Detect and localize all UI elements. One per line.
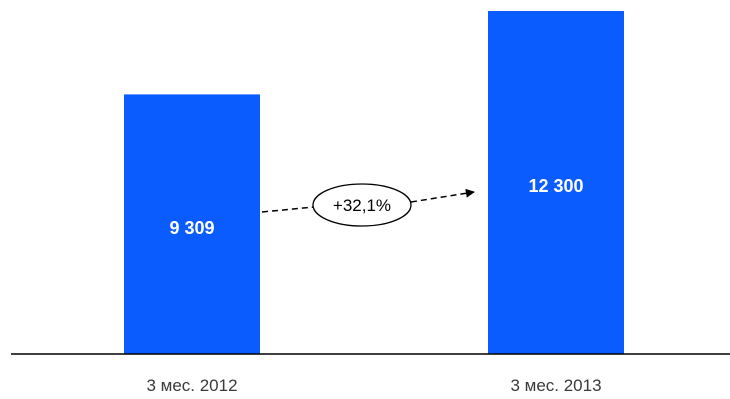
x-tick-label-3-mes-2013: 3 мес. 2013 — [510, 376, 601, 395]
bar-3-mes-2012 — [124, 94, 260, 354]
growth-arrow-right-segment — [410, 188, 475, 203]
bar-value-label-3-mes-2013: 12 300 — [528, 176, 583, 196]
growth-arrow-left-segment — [261, 206, 315, 213]
bar-value-label-3-mes-2012: 9 309 — [169, 218, 214, 238]
growth-percentage-label: +32,1% — [333, 196, 391, 215]
growth-annotation: +32,1% — [261, 183, 475, 227]
bar-3-mes-2013 — [488, 11, 624, 354]
x-tick-label-3-mes-2012: 3 мес. 2012 — [146, 376, 237, 395]
growth-ellipse — [312, 183, 412, 227]
